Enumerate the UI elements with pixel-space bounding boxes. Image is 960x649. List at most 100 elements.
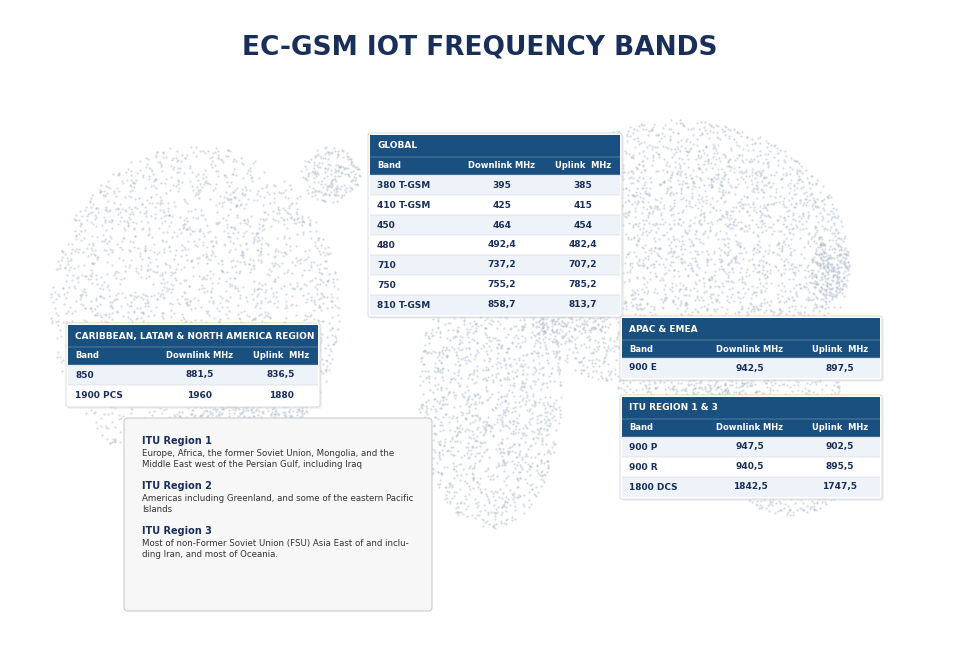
Point <box>133 312 149 323</box>
Point <box>636 258 651 268</box>
Point <box>585 275 600 285</box>
Point <box>284 198 300 208</box>
Point <box>551 197 566 208</box>
Point <box>751 231 766 241</box>
Point <box>457 476 472 487</box>
Point <box>147 202 162 212</box>
Point <box>492 425 508 435</box>
Point <box>172 411 187 421</box>
Point <box>762 495 778 506</box>
Point <box>666 235 682 245</box>
Point <box>215 408 230 419</box>
Point <box>154 414 169 424</box>
Point <box>457 355 472 365</box>
Point <box>303 345 319 356</box>
Point <box>654 315 669 326</box>
Point <box>98 328 113 339</box>
Point <box>449 470 465 480</box>
Point <box>285 411 300 421</box>
Point <box>707 265 722 276</box>
Point <box>432 217 447 227</box>
Point <box>721 266 736 276</box>
Point <box>467 264 482 275</box>
Point <box>787 356 803 366</box>
Point <box>252 309 268 319</box>
Point <box>749 177 764 187</box>
Point <box>678 195 693 205</box>
Point <box>829 487 845 497</box>
Point <box>745 356 760 366</box>
Point <box>782 249 798 259</box>
Point <box>442 482 457 492</box>
Point <box>639 299 655 309</box>
Point <box>515 260 530 271</box>
Point <box>704 164 719 174</box>
Point <box>185 212 201 223</box>
Point <box>758 211 774 221</box>
Point <box>829 213 845 223</box>
Point <box>83 303 98 313</box>
Point <box>835 288 851 299</box>
Point <box>569 286 585 296</box>
Point <box>809 302 825 313</box>
Point <box>480 250 495 260</box>
Point <box>116 385 132 395</box>
Point <box>214 201 229 212</box>
Point <box>569 197 585 207</box>
Point <box>754 298 769 308</box>
Point <box>566 280 582 290</box>
Point <box>768 430 783 440</box>
Point <box>459 397 474 408</box>
Point <box>648 271 663 282</box>
Point <box>830 228 846 238</box>
Point <box>84 243 99 253</box>
Point <box>721 358 736 368</box>
Point <box>711 183 727 193</box>
Point <box>582 220 597 230</box>
Point <box>574 317 589 328</box>
Point <box>43 292 59 302</box>
Text: 897,5: 897,5 <box>826 363 854 373</box>
Point <box>210 354 226 364</box>
Point <box>270 363 285 373</box>
Point <box>771 489 786 500</box>
Point <box>252 223 267 234</box>
Point <box>714 370 730 380</box>
Point <box>780 257 796 267</box>
Point <box>327 330 343 341</box>
Point <box>276 251 291 262</box>
Point <box>498 347 514 357</box>
Point <box>468 265 484 275</box>
Point <box>636 151 652 161</box>
Point <box>636 223 651 234</box>
Point <box>441 387 456 398</box>
Point <box>662 366 678 376</box>
Point <box>782 404 798 415</box>
Point <box>180 496 195 507</box>
Point <box>455 509 470 519</box>
Point <box>280 513 296 524</box>
Point <box>597 352 612 362</box>
Point <box>604 291 619 302</box>
Point <box>637 186 653 196</box>
Point <box>304 391 320 402</box>
Point <box>802 287 817 297</box>
Point <box>685 240 701 251</box>
Point <box>55 366 70 376</box>
Point <box>472 263 488 274</box>
Point <box>465 251 480 261</box>
Point <box>680 177 695 188</box>
Point <box>275 400 290 411</box>
Point <box>48 308 63 318</box>
Point <box>447 254 463 264</box>
Point <box>480 417 495 427</box>
Point <box>664 383 680 393</box>
Point <box>586 313 601 323</box>
Point <box>496 296 512 306</box>
Point <box>748 374 763 384</box>
Point <box>828 212 843 223</box>
Point <box>714 234 730 244</box>
Point <box>268 460 283 471</box>
Point <box>65 345 81 356</box>
Point <box>475 421 491 431</box>
